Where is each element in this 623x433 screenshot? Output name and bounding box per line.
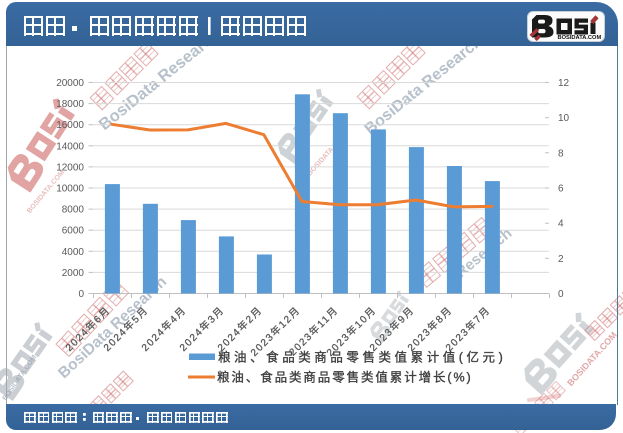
svg-text:2: 2 (558, 254, 564, 265)
svg-text:4: 4 (558, 219, 564, 230)
svg-text:18000: 18000 (56, 99, 84, 110)
svg-text:2000: 2000 (62, 268, 85, 279)
svg-text:16000: 16000 (56, 120, 84, 131)
svg-text:8: 8 (558, 148, 564, 159)
svg-text:0: 0 (558, 289, 564, 300)
svg-text:4000: 4000 (62, 247, 85, 258)
svg-text:6000: 6000 (62, 226, 85, 237)
svg-text:粮油、食品类商品零售类值累计增长(%): 粮油、食品类商品零售类值累计增长(%) (217, 370, 473, 385)
svg-text:12: 12 (558, 78, 570, 89)
svg-text:10: 10 (558, 113, 570, 124)
svg-text:6: 6 (558, 184, 564, 195)
svg-text:14000: 14000 (56, 141, 84, 152)
svg-text:BOSIDATA.COM: BOSIDATA.COM (558, 35, 602, 41)
svg-text:20000: 20000 (56, 78, 84, 89)
svg-text:粮油、食品类商品零售类值累计值(亿元): 粮油、食品类商品零售类值累计值(亿元) (218, 350, 506, 365)
svg-text:12000: 12000 (56, 162, 84, 173)
svg-text:10000: 10000 (56, 184, 84, 195)
svg-text:0: 0 (78, 289, 84, 300)
svg-text:8000: 8000 (62, 205, 85, 216)
